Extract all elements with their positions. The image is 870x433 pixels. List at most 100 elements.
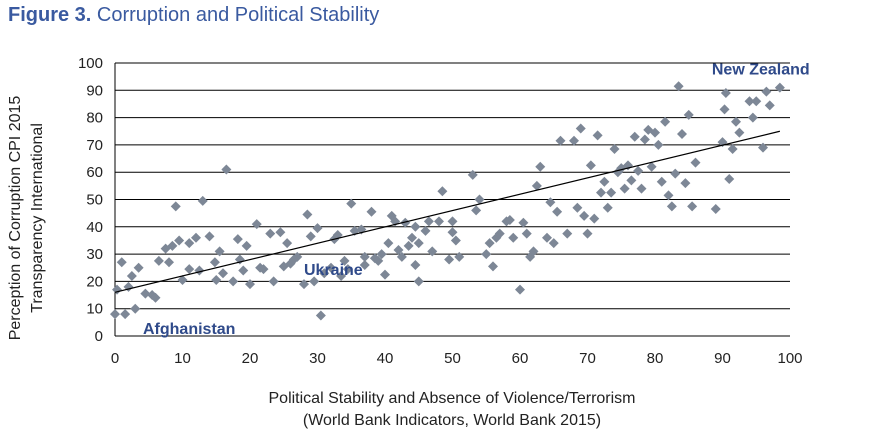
annotation-label: New Zealand <box>712 62 810 79</box>
data-point <box>719 104 730 115</box>
data-point <box>751 96 762 107</box>
data-point <box>727 143 738 154</box>
data-point <box>292 251 303 262</box>
data-point <box>731 116 741 127</box>
x-tick-label: 10 <box>174 350 191 367</box>
data-point <box>504 214 515 225</box>
y-tick-label: 40 <box>86 219 103 236</box>
data-point <box>467 169 478 180</box>
data-point <box>494 228 505 239</box>
data-point <box>447 227 458 238</box>
data-point <box>774 82 785 93</box>
data-point <box>744 96 755 107</box>
data-point <box>410 221 421 232</box>
data-point <box>373 255 384 266</box>
annotations: New Zealand Ukraine Afghanistan <box>143 62 810 339</box>
data-point <box>204 231 215 242</box>
data-point <box>606 187 617 198</box>
data-point <box>747 112 758 123</box>
data-point <box>184 264 195 275</box>
y-tick-label: 70 <box>86 137 103 154</box>
data-point <box>191 232 201 243</box>
figure-title-text: Corruption and Political Stability <box>96 4 380 26</box>
data-point <box>552 206 563 217</box>
data-point <box>241 240 252 251</box>
data-point <box>400 217 411 228</box>
data-point <box>366 206 377 217</box>
y-tick-label: 20 <box>86 273 103 290</box>
data-point <box>413 238 424 249</box>
data-point <box>656 176 667 187</box>
y-tick-label: 60 <box>86 164 103 181</box>
y-tick-label: 100 <box>78 55 103 72</box>
data-point <box>481 249 492 260</box>
figure-number: Figure 3. <box>8 4 92 26</box>
data-point <box>312 223 323 234</box>
data-point <box>488 261 498 272</box>
data-point <box>346 198 357 209</box>
data-point <box>214 246 225 257</box>
annotation-label: Afghanistan <box>143 321 235 338</box>
data-point <box>677 128 687 139</box>
data-point <box>396 251 407 262</box>
data-point <box>133 262 144 273</box>
data-point <box>508 232 519 243</box>
data-point <box>315 310 326 321</box>
data-point <box>305 231 316 242</box>
data-point <box>764 100 775 111</box>
axis-titles: Perception of Corruption CPI 2015 Transp… <box>7 96 636 429</box>
data-point <box>626 175 637 186</box>
data-point <box>427 246 438 257</box>
y-axis-title-line2: Transparency International <box>29 123 46 313</box>
data-point <box>326 262 336 273</box>
data-point <box>140 288 151 299</box>
data-point <box>521 228 532 239</box>
data-point <box>268 276 279 287</box>
gridlines <box>114 62 790 337</box>
x-tick-label: 90 <box>714 350 731 367</box>
x-tick-label: 100 <box>777 350 802 367</box>
data-point <box>515 284 525 295</box>
data-point <box>572 202 583 213</box>
data-point <box>653 139 664 150</box>
x-tick-label: 40 <box>377 350 394 367</box>
data-point <box>170 201 181 212</box>
data-point <box>232 234 243 245</box>
data-point <box>575 123 586 134</box>
data-point <box>245 279 255 290</box>
figure-title: Figure 3. Corruption and Political Stabi… <box>8 4 379 27</box>
data-point <box>474 194 485 205</box>
data-point <box>359 260 370 271</box>
data-point <box>258 264 269 275</box>
data-point <box>710 204 721 215</box>
data-point <box>184 238 195 249</box>
data-points <box>110 81 785 321</box>
x-axis-title-line1: Political Stability and Absence of Viole… <box>269 390 636 407</box>
data-point <box>167 240 178 251</box>
data-point <box>596 187 606 198</box>
data-point <box>619 183 630 194</box>
data-point <box>282 238 293 249</box>
data-point <box>376 249 387 260</box>
annotation-label: Ukraine <box>304 262 363 279</box>
data-point <box>359 251 370 262</box>
y-axis-title-line1: Perception of Corruption CPI 2015 <box>7 96 24 341</box>
data-point <box>319 268 330 279</box>
y-tick-labels: 0 10 20 30 40 50 60 70 80 90 100 <box>78 55 103 345</box>
data-point <box>403 240 414 251</box>
x-tick-label: 0 <box>111 350 119 367</box>
data-point <box>569 135 579 146</box>
data-point <box>639 134 650 145</box>
data-point <box>434 216 444 227</box>
data-point <box>629 131 640 142</box>
data-point <box>660 116 671 127</box>
x-tick-label: 70 <box>579 350 596 367</box>
data-point <box>599 176 610 187</box>
data-point <box>673 81 684 92</box>
data-point <box>484 238 495 249</box>
data-point <box>130 303 141 314</box>
data-point <box>646 161 657 172</box>
y-tick-label: 0 <box>95 328 103 345</box>
data-point <box>251 219 262 230</box>
